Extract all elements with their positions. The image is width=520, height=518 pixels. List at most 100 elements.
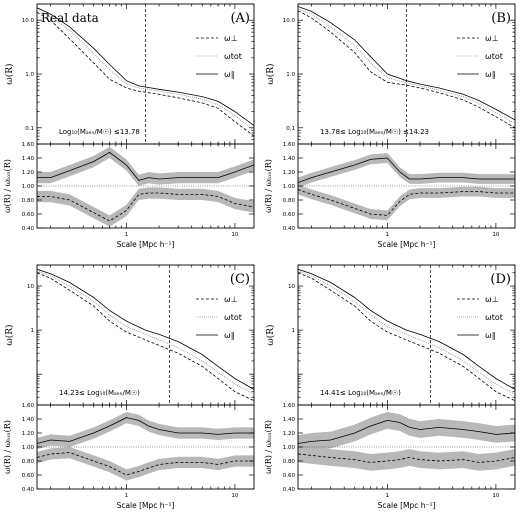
y-tick-label: 1 — [292, 328, 296, 334]
ratio-axis-label: ω(R) / ωₗₒₙ(R) — [3, 159, 12, 213]
series-line-dotted — [37, 270, 254, 395]
mass-bin-annotation: 13.78≤ Log₁₀(Mₐₑₙ/M☉) ≤14.23 — [320, 128, 429, 136]
ratio-line-solid — [298, 157, 515, 183]
ratio-axis-label: ω(R) / ωₗₒₙ(R) — [264, 159, 273, 213]
y-tick-label: 0.80 — [22, 198, 35, 204]
mass-bin-annotation: 14.41≤ Log₁₀(Mₐₑₙ/M☉) — [320, 389, 401, 397]
series-line-dotted — [37, 9, 254, 131]
y-tick-label: 1.20 — [22, 170, 35, 176]
y-tick-label: 1.20 — [283, 170, 296, 176]
y-tick-label: 10.0 — [283, 18, 296, 24]
series-line-dashed — [298, 10, 515, 129]
y-tick-label: 1.00 — [22, 445, 35, 451]
y-tick-label: 0.1 — [286, 126, 295, 132]
x-tick-label: 10 — [231, 493, 238, 499]
panel-label: (B) — [491, 11, 511, 26]
y-tick-label: 1.20 — [22, 431, 35, 437]
error-band — [37, 447, 254, 481]
x-axis-label: Scale [Mpc h⁻¹] — [378, 240, 436, 249]
y-tick-label: 0.40 — [22, 487, 35, 493]
legend-label: ωtot — [485, 313, 503, 322]
y-axis-label: ω(R) — [265, 324, 276, 345]
y-tick-label: 0.80 — [22, 459, 35, 465]
y-tick-label: 0.40 — [22, 226, 35, 232]
ratio-line-dashed — [298, 453, 515, 463]
x-tick-label: 1 — [125, 493, 129, 499]
ratio-line-dashed — [298, 189, 515, 216]
y-tick-label: 0.80 — [283, 198, 296, 204]
series-line-solid — [298, 268, 515, 390]
legend-label: ω∥ — [224, 331, 235, 340]
y-tick-label: 0.60 — [22, 473, 35, 479]
y-tick-label: 1.00 — [283, 445, 296, 451]
y-tick-label: 1.60 — [22, 142, 35, 148]
error-band — [298, 412, 515, 452]
error-band — [37, 187, 254, 227]
x-tick-label: 1 — [386, 493, 390, 499]
panel-label: (A) — [230, 11, 250, 26]
panel-label: (C) — [230, 272, 250, 287]
x-axis-label: Scale [Mpc h⁻¹] — [117, 240, 175, 249]
panel-d: 1 10 (D) ω⊥ ωtot ω∥ 14.41≤ Log₁₀(Mₐₑₙ/M☉) ω(R) 0… — [264, 264, 516, 510]
ratio-line-dashed — [37, 452, 254, 476]
y-tick-label: 1.60 — [283, 403, 296, 409]
y-tick-label: 1.20 — [283, 431, 296, 437]
y-tick-label: 10 — [288, 284, 295, 290]
y-tick-label: 1.60 — [283, 142, 296, 148]
x-tick-label: 1 — [125, 232, 129, 238]
ratio-line-solid — [37, 151, 254, 181]
legend-label: ωtot — [224, 313, 242, 322]
ratio-axis-label: ω(R) / ωₗₒₙ(R) — [264, 420, 273, 474]
y-tick-label: 1.00 — [283, 184, 296, 190]
series-line-dashed — [298, 272, 515, 402]
panel-b: 0.1 1.0 10.0 (B) ω⊥ ωtot ω∥ 13.78≤ Log₁₀(Mₐₑₙ/M… — [264, 3, 516, 249]
legend-label: ωtot — [485, 52, 503, 61]
x-axis-label: Scale [Mpc h⁻¹] — [378, 501, 436, 510]
y-tick-label: 1.40 — [22, 417, 35, 423]
mass-bin-annotation: 14.23≤ Log₁₀(Mₐₑₙ/M☉) — [59, 389, 140, 397]
mass-bin-annotation: Log₁₀(Mₐₑₙ/M☉) ≤13.78 — [59, 128, 140, 136]
y-tick-label: 0.1 — [25, 126, 34, 132]
y-tick-label: 0.60 — [283, 473, 296, 479]
series-line-dashed — [37, 11, 254, 137]
error-band — [298, 184, 515, 221]
legend-label: ω⊥ — [224, 34, 238, 43]
series-line-solid — [37, 268, 254, 390]
y-tick-label: 1 — [31, 328, 35, 334]
y-axis-label: ω(R) — [265, 63, 276, 84]
legend-label: ω∥ — [224, 70, 235, 79]
series-line-solid — [298, 6, 515, 121]
x-tick-label: 10 — [231, 232, 238, 238]
y-tick-label: 1.00 — [22, 184, 35, 190]
y-tick-label: 1.40 — [283, 417, 296, 423]
error-band — [37, 412, 254, 450]
top-plot-frame — [36, 264, 255, 406]
y-axis-label: ω(R) — [4, 324, 15, 345]
y-tick-label: 10.0 — [22, 18, 35, 24]
legend-label: ω∥ — [485, 70, 496, 79]
legend-label: ω⊥ — [485, 34, 499, 43]
panel-c: 1 10 (C) ω⊥ ωtot ω∥ 14.23≤ Log₁₀(Mₐₑₙ/M☉) ω(R) 0… — [3, 264, 255, 510]
legend-label: ω∥ — [485, 331, 496, 340]
panel-label: (D) — [490, 272, 511, 287]
error-band — [298, 153, 515, 188]
legend-label: ω⊥ — [224, 295, 238, 304]
y-tick-label: 0.60 — [22, 212, 35, 218]
series-line-solid — [37, 7, 254, 126]
top-plot-frame — [297, 264, 516, 406]
y-axis-label: ω(R) — [4, 63, 15, 84]
legend-label: ω⊥ — [485, 295, 499, 304]
y-tick-label: 1.60 — [22, 403, 35, 409]
y-tick-label: 0.60 — [283, 212, 296, 218]
x-tick-label: 10 — [492, 493, 499, 499]
x-axis-label: Scale [Mpc h⁻¹] — [117, 501, 175, 510]
ratio-line-solid — [37, 417, 254, 444]
real-data-label: Real data — [41, 11, 99, 25]
y-tick-label: 0.80 — [283, 459, 296, 465]
y-tick-label: 1.0 — [286, 72, 295, 78]
y-tick-label: 0.40 — [283, 487, 296, 493]
x-tick-label: 1 — [386, 232, 390, 238]
panel-a: 0.1 1.0 10.0 (A) ω⊥ ωtot ω∥ Log₁₀(Mₐₑₙ/M☉) ≤13.… — [3, 3, 255, 249]
series-line-dashed — [37, 272, 254, 402]
